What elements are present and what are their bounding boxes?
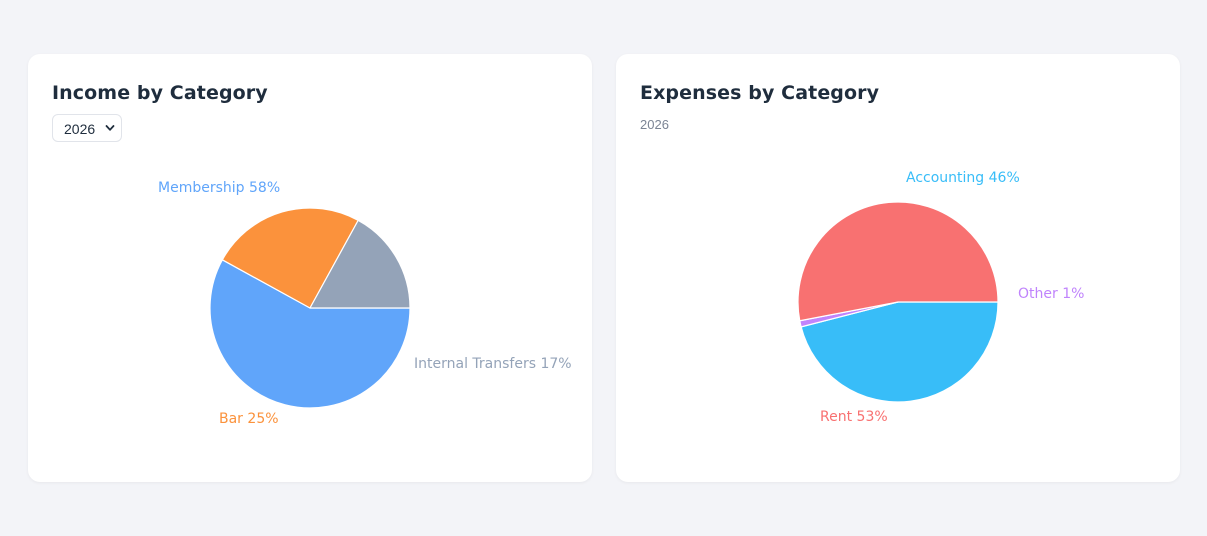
pie-label-internal-transfers: Internal Transfers 17% — [414, 356, 572, 372]
pie-label-value: 46 — [989, 170, 1007, 186]
pie-label-membership: Membership 58% — [158, 180, 280, 196]
income-title: Income by Category — [52, 82, 268, 104]
pie-label-name: Membership — [158, 180, 245, 196]
pie-label-rent: Rent 53% — [820, 409, 888, 425]
pie-slice-bar[interactable] — [221, 207, 359, 309]
income-pie-chart: Membership 58% Bar 25% Internal Transfers … — [158, 180, 572, 427]
pie-slice-internal-transfers[interactable] — [309, 219, 411, 309]
pie-slice-accounting[interactable] — [800, 301, 999, 403]
pie-slice-rent[interactable] — [797, 201, 999, 322]
pie-label-bar: Bar 25% — [219, 411, 279, 427]
pie-label-value: 1 — [1062, 286, 1071, 302]
income-card: Income by Category 2026 Membership 58% Ba… — [28, 54, 592, 482]
expenses-pie-chart: Accounting 46% Other 1% Rent 53% — [797, 170, 1084, 425]
pie-label-name: Rent — [820, 409, 853, 425]
pie-label-value: 58 — [249, 180, 267, 196]
pie-label-value: 17 — [540, 356, 558, 372]
pie-slice-membership[interactable] — [209, 259, 411, 409]
expenses-title: Expenses by Category — [640, 82, 880, 104]
chevron-down-icon — [105, 125, 115, 131]
expenses-card: Expenses by Category 2026 Accounting 46%… — [616, 54, 1180, 482]
pie-label-name: Other — [1018, 286, 1058, 302]
pie-label-name: Internal Transfers — [414, 356, 536, 372]
pie-label-name: Bar — [219, 411, 243, 427]
pie-label-accounting: Accounting 46% — [906, 170, 1020, 186]
pie-label-other: Other 1% — [1018, 286, 1084, 302]
income-year-select[interactable]: 2026 — [52, 114, 122, 142]
pie-label-name: Accounting — [906, 170, 984, 186]
pie-label-value: 53 — [857, 409, 875, 425]
expenses-year: 2026 — [640, 117, 669, 132]
income-year-value: 2026 — [64, 121, 96, 137]
pie-label-value: 25 — [247, 411, 265, 427]
